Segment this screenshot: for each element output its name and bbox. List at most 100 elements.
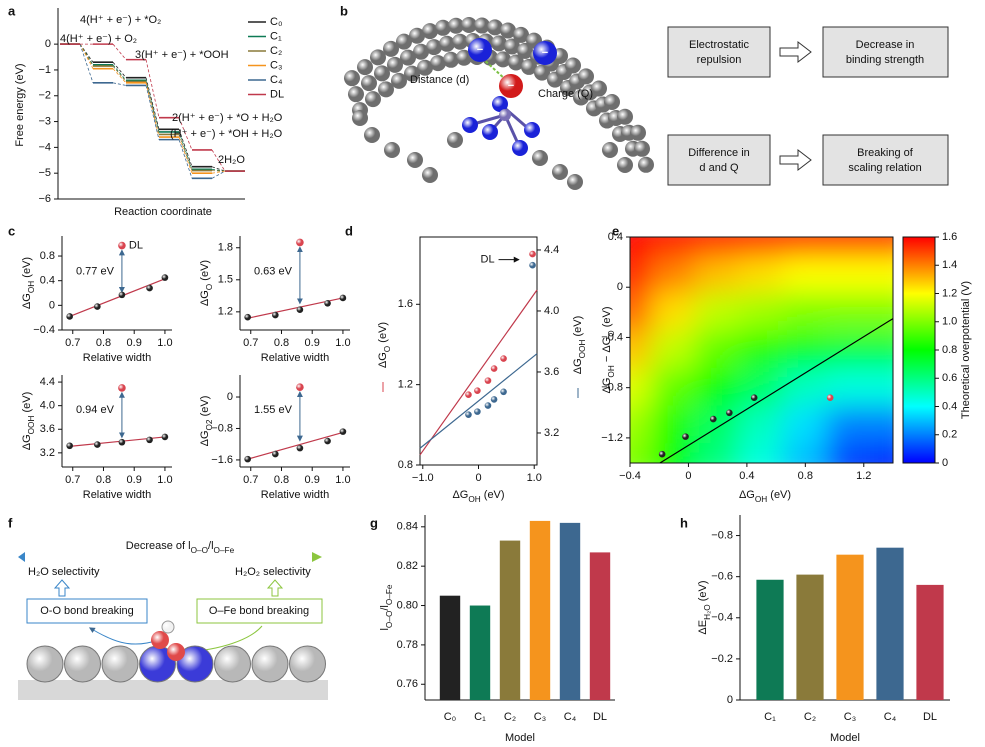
- charge-sign: −: [477, 44, 483, 56]
- annotation: 2(H⁺ + e⁻) + *O + H₂O: [172, 112, 283, 124]
- atom: [374, 65, 390, 82]
- box-text: Difference in: [688, 147, 750, 159]
- label-sub: O–Fe: [214, 546, 235, 555]
- annotation: 2H₂O: [218, 154, 245, 166]
- y-tick-label: 3.6: [40, 423, 55, 435]
- hollow-arrow: [53, 579, 71, 597]
- connector: [145, 77, 160, 130]
- panel-label: d: [345, 223, 353, 238]
- connector: [178, 136, 193, 174]
- connector: [178, 139, 193, 179]
- annotation: 4(H⁺ + e⁻) + O₂: [60, 33, 137, 45]
- label-part: ΔG: [21, 293, 33, 309]
- heat-cell: [870, 254, 893, 295]
- arrow-head: [18, 552, 25, 562]
- dl-point: [296, 383, 304, 391]
- box-text: Breaking of: [857, 147, 914, 159]
- connector: [112, 65, 127, 82]
- heat-cell: [870, 330, 893, 370]
- connector: [178, 134, 193, 171]
- point: [66, 313, 73, 320]
- bar: [559, 522, 581, 700]
- point: [324, 437, 331, 445]
- heat-cell: [694, 367, 741, 408]
- annotation: 3(H⁺ + e⁻) + *OOH: [135, 49, 229, 61]
- box-text: Decrease in: [856, 39, 915, 51]
- annotation: 1.55 eV: [254, 404, 293, 416]
- point: [272, 311, 279, 319]
- structure-label: Distance (d): [410, 74, 469, 86]
- atom: [387, 56, 403, 73]
- x-tick-label: C₂: [504, 711, 516, 723]
- heat-cell: [694, 330, 741, 370]
- y-tick-label: −5: [38, 167, 51, 179]
- point: [118, 291, 126, 299]
- y-axis-label: ΔGOH (eV): [21, 257, 36, 309]
- heat-cell: [694, 237, 741, 257]
- dl-point: [529, 250, 536, 258]
- heat-cell: [782, 292, 829, 333]
- point: [324, 299, 331, 307]
- atom: [474, 17, 490, 34]
- heat-cell: [826, 292, 873, 333]
- x-tick-label: 0.8: [96, 474, 111, 486]
- x-tick-label: 0.9: [305, 337, 320, 349]
- y-tick-label: 0: [942, 457, 948, 469]
- heatmap: [630, 237, 893, 463]
- heat-cell: [630, 254, 653, 295]
- heat-cell: [694, 254, 741, 295]
- surface-atom: [176, 645, 214, 683]
- point: [146, 436, 153, 444]
- annotation: 4(H⁺ + e⁻) + *O₂: [80, 14, 161, 26]
- surface-atom: [214, 645, 251, 683]
- label-part: (eV): [697, 580, 709, 604]
- atom: [370, 49, 386, 66]
- heat-cell: [782, 405, 829, 446]
- fit-line: [69, 278, 166, 317]
- schematic-f: [18, 552, 328, 700]
- point: [339, 294, 347, 302]
- dl-point: [118, 241, 126, 250]
- y-tick-label: 4.4: [544, 244, 559, 256]
- atom: [364, 127, 380, 143]
- flow-box: [822, 26, 949, 78]
- point: [272, 450, 279, 458]
- fit-line: [247, 431, 344, 460]
- label-part: ΔG: [199, 430, 211, 446]
- annotation: (H⁺ + e⁻) + *OH + H₂O: [170, 128, 283, 140]
- atom: [617, 108, 633, 125]
- label-part: ΔE: [697, 620, 709, 635]
- y-tick-label: 0: [49, 299, 55, 311]
- connector: [178, 131, 193, 170]
- legend-label: C₄: [270, 74, 283, 86]
- atom: [617, 157, 633, 173]
- atom: [448, 17, 464, 34]
- panel-label: e: [612, 223, 619, 238]
- heat-cell: [630, 443, 653, 463]
- y-tick-label: 0: [727, 694, 733, 706]
- atom: [396, 33, 412, 50]
- bar: [916, 584, 944, 700]
- heat-cell: [650, 443, 697, 463]
- connector: [211, 166, 226, 172]
- label-sub: OH: [755, 495, 767, 504]
- y-tick-label: 3.6: [544, 366, 559, 378]
- point: [296, 306, 304, 314]
- label-sub: OH: [27, 281, 36, 293]
- y-tick-label: 3.2: [40, 447, 55, 459]
- heat-cell: [738, 292, 785, 333]
- atom: [499, 109, 511, 121]
- y-tick-label: 1.2: [942, 287, 957, 299]
- panel-label: b: [340, 3, 348, 18]
- curved-arrow: [88, 627, 159, 645]
- y-tick-label: 1.5: [218, 274, 233, 286]
- bar: [469, 605, 491, 700]
- x-tick-label: 1.0: [157, 337, 172, 349]
- legend-label: DL: [270, 88, 284, 100]
- trend-title: Decrease of lO–O/lO–Fe: [126, 540, 235, 555]
- label-part: − ΔG: [601, 337, 613, 365]
- box-text: scaling relation: [848, 162, 921, 174]
- point: [94, 441, 101, 448]
- atom: [352, 110, 368, 126]
- point: [244, 455, 251, 463]
